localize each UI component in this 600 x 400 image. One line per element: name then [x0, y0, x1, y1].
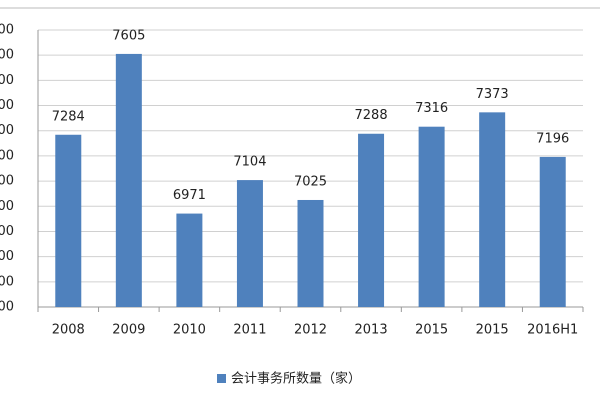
- bar: [176, 213, 203, 307]
- y-tick-label: 7100: [0, 174, 14, 189]
- value-label: 7025: [294, 174, 327, 189]
- y-tick-label: 7200: [0, 148, 14, 163]
- value-label: 7196: [536, 131, 569, 146]
- bar: [297, 199, 324, 307]
- y-tick-label: 6900: [0, 224, 14, 239]
- bar: [55, 134, 82, 307]
- bar: [539, 156, 566, 307]
- value-label: 7284: [52, 109, 85, 124]
- x-tick-label: 2015: [415, 323, 448, 338]
- y-tick-label: 6600: [0, 300, 14, 315]
- y-tick-label: 7700: [0, 23, 14, 38]
- x-tick-label: 2011: [233, 323, 266, 338]
- x-tick-label: 2009: [112, 323, 145, 338]
- legend-swatch: [217, 374, 226, 383]
- bar: [418, 126, 445, 307]
- value-label: 7104: [233, 155, 266, 170]
- x-tick-label: 2015: [476, 323, 509, 338]
- y-tick-label: 6700: [0, 274, 14, 289]
- y-tick-label: 7600: [0, 48, 14, 63]
- y-tick-label: 7500: [0, 73, 14, 88]
- y-tick-label: 7000: [0, 199, 14, 214]
- bar: [358, 133, 385, 307]
- y-tick-label: 7400: [0, 98, 14, 113]
- x-tick-label: 2012: [294, 323, 327, 338]
- y-tick-label: 6800: [0, 249, 14, 264]
- value-label: 7316: [415, 101, 448, 116]
- value-label: 7605: [112, 28, 145, 43]
- x-tick-label: 2010: [173, 323, 206, 338]
- value-label: 7288: [355, 108, 388, 123]
- x-tick-label: 2013: [355, 323, 388, 338]
- bar: [236, 180, 263, 307]
- x-tick-label: 2008: [52, 323, 85, 338]
- bar: [115, 53, 142, 307]
- value-label: 7373: [476, 87, 509, 102]
- value-label: 6971: [173, 188, 206, 203]
- y-tick-label: 7300: [0, 123, 14, 138]
- x-tick-label: 2016H1: [527, 323, 578, 338]
- legend-label: 会计事务所数量（家）: [231, 371, 361, 387]
- bar: [479, 112, 506, 307]
